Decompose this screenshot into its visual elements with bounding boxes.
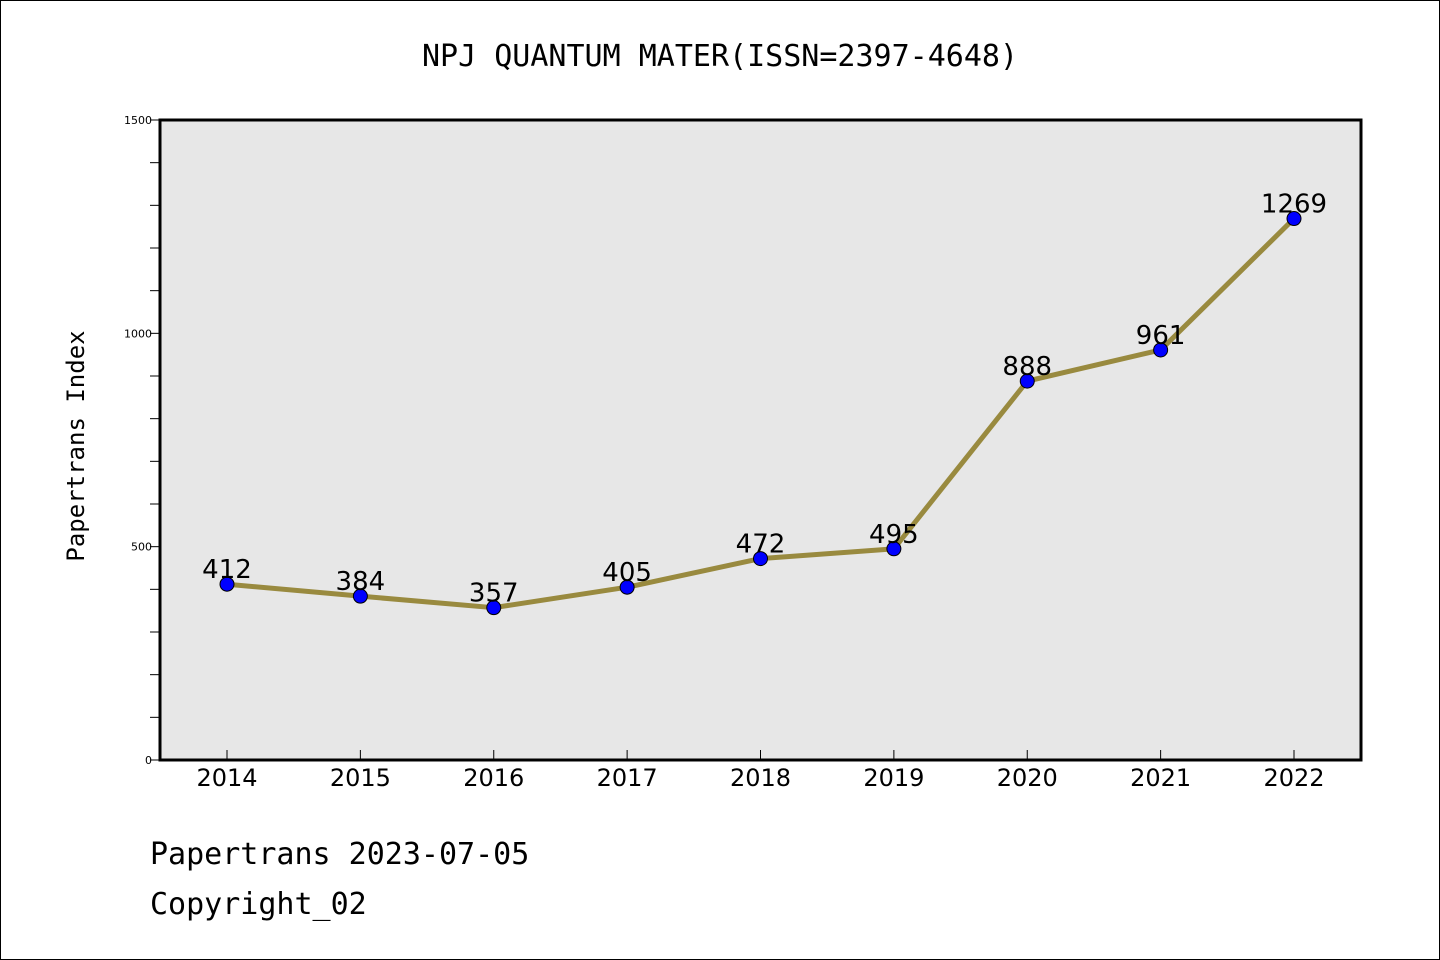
y-axis-ticks: 0 500 1000 1500 — [124, 114, 160, 767]
y-axis-label: Papertrans Index — [62, 330, 90, 561]
x-tick-label: 2018 — [730, 764, 791, 792]
x-tick-label: 2020 — [997, 764, 1058, 792]
data-label: 1269 — [1261, 190, 1327, 220]
y-tick-label: 1500 — [124, 114, 152, 127]
data-label: 357 — [469, 579, 519, 609]
x-tick-label: 2014 — [196, 764, 257, 792]
y-tick-label: 500 — [131, 541, 152, 554]
x-tick-label: 2022 — [1263, 764, 1324, 792]
data-point — [486, 600, 502, 616]
footer-copyright: Copyright_02 — [150, 887, 367, 922]
data-points — [219, 211, 1302, 616]
y-tick-label: 1000 — [124, 327, 152, 340]
data-label: 384 — [336, 567, 386, 597]
x-tick-label: 2016 — [463, 764, 524, 792]
data-point — [352, 588, 368, 604]
plot-border — [158, 118, 1363, 762]
data-label: 961 — [1136, 321, 1186, 351]
data-label: 495 — [869, 520, 919, 550]
x-tick-label: 2019 — [863, 764, 924, 792]
data-point — [753, 551, 768, 567]
data-point — [1286, 211, 1302, 227]
data-label: 412 — [202, 555, 252, 585]
data-labels: 412 384 357 405 472 495 888 961 1269 — [202, 190, 1327, 609]
data-point — [219, 576, 235, 592]
footer-date: Papertrans 2023-07-05 — [150, 837, 529, 872]
x-tick-label: 2015 — [330, 764, 391, 792]
x-axis-ticks: 2014 2015 2016 2017 2018 2019 2020 2021 2022 — [196, 750, 1325, 792]
plot-area — [160, 120, 1361, 760]
data-point — [1153, 342, 1169, 358]
data-point — [619, 579, 635, 595]
data-point — [886, 541, 902, 557]
chart-title: NPJ QUANTUM MATER(ISSN=2397-4648) — [422, 39, 1018, 74]
x-tick-label: 2017 — [597, 764, 658, 792]
data-label: 888 — [1002, 352, 1052, 382]
data-label: 405 — [602, 558, 652, 588]
data-point — [1019, 373, 1035, 389]
x-tick-label: 2021 — [1130, 764, 1191, 792]
y-tick-label: 0 — [145, 754, 152, 767]
data-label: 472 — [736, 530, 786, 560]
